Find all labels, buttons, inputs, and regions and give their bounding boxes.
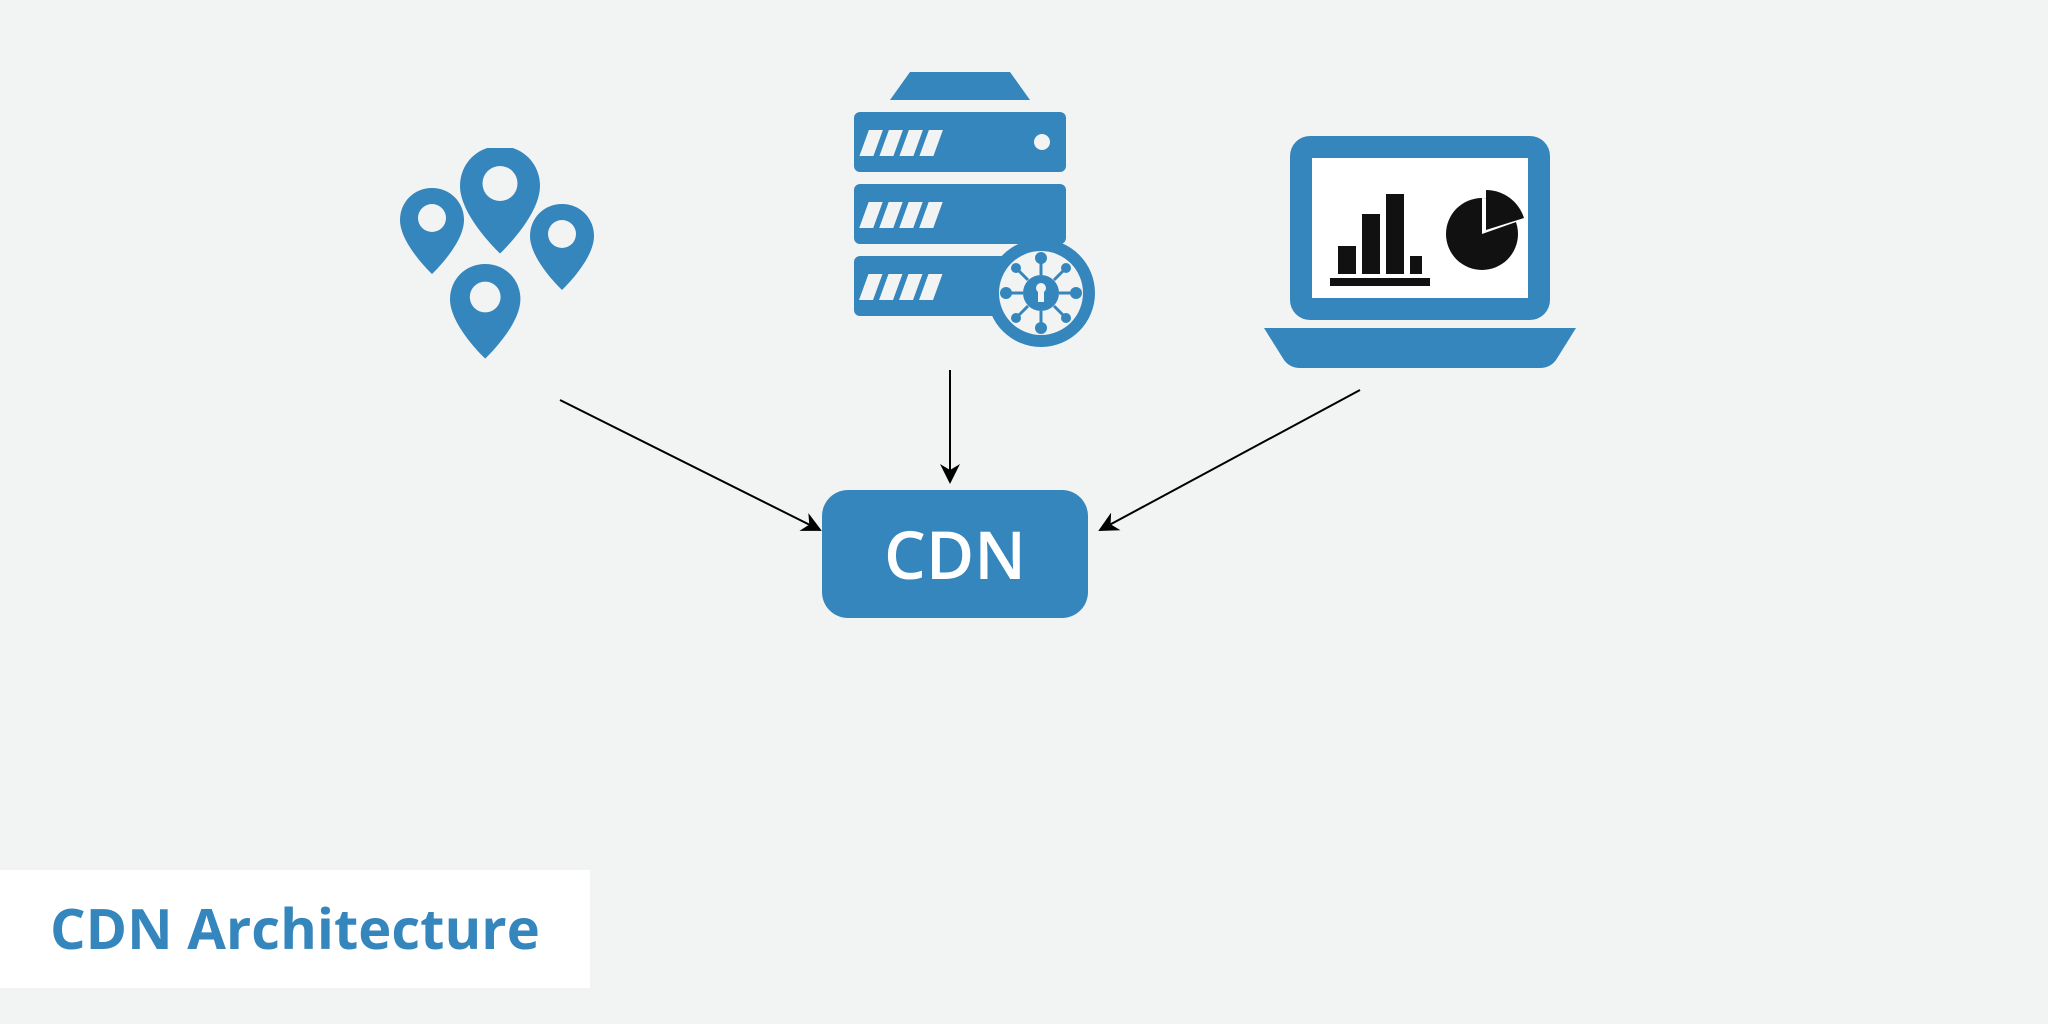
cdn-node-label: CDN	[884, 509, 1026, 599]
cdn-node: CDN	[822, 490, 1088, 618]
arrow	[1100, 390, 1360, 530]
server-icon	[820, 72, 1100, 362]
diagram-title-text: CDN Architecture	[50, 890, 540, 966]
location-pins-icon	[358, 148, 618, 388]
arrow	[560, 400, 820, 530]
diagram-title: CDN Architecture	[0, 870, 590, 988]
laptop-analytics-icon	[1260, 128, 1580, 378]
diagram-canvas: CDN CDN Architecture	[0, 0, 2048, 1024]
